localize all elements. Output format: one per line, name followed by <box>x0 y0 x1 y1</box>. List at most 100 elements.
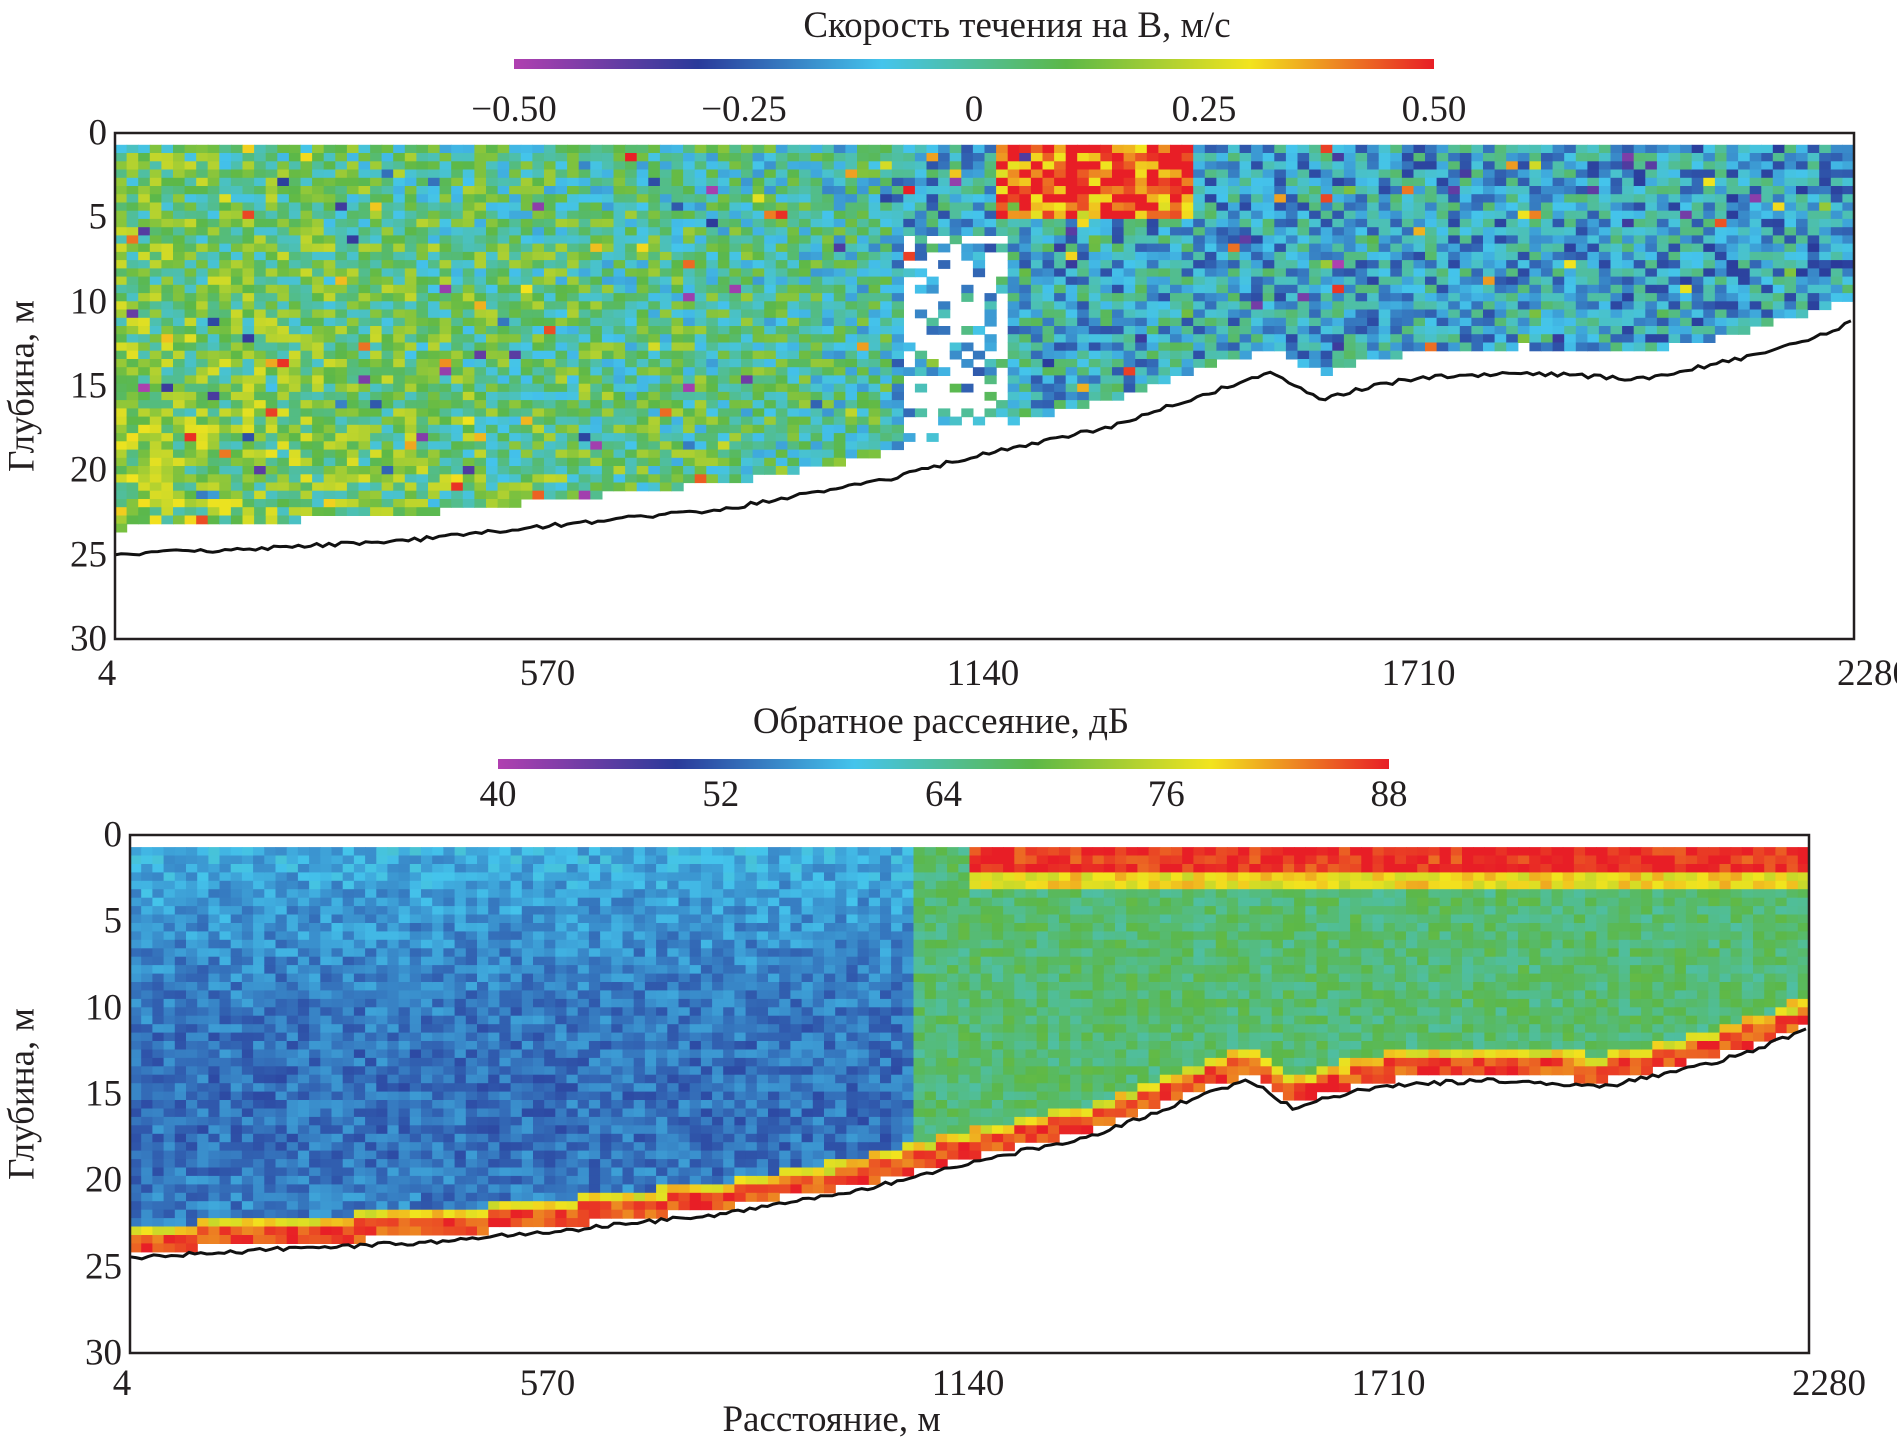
heatmap-cell <box>1042 309 1055 319</box>
heatmap-cell <box>219 482 232 492</box>
heatmap-cell <box>706 243 719 253</box>
heatmap-cell <box>532 309 545 319</box>
heatmap-cell <box>184 144 197 154</box>
heatmap-cell <box>1100 326 1113 335</box>
heatmap-cell <box>857 243 870 253</box>
heatmap-cell <box>416 375 429 385</box>
heatmap-cell <box>1030 375 1044 385</box>
heatmap-cell <box>1251 334 1264 343</box>
heatmap-cell <box>115 482 128 492</box>
heatmap-cell <box>207 227 220 236</box>
heatmap-cell <box>532 260 545 269</box>
heatmap-cell <box>520 276 533 286</box>
heatmap-cell <box>1042 227 1055 236</box>
heatmap-cell <box>230 144 244 154</box>
heatmap-cell <box>822 284 835 294</box>
heatmap-cell <box>230 210 244 220</box>
heatmap-cell <box>1703 202 1716 212</box>
heatmap-cell <box>578 334 591 343</box>
heatmap-cell <box>1633 186 1646 195</box>
heatmap-cell <box>1587 227 1600 236</box>
heatmap-cell <box>1123 153 1136 162</box>
heatmap-cell <box>1413 153 1426 162</box>
heatmap-cell <box>335 276 348 286</box>
heatmap-cell <box>115 161 128 171</box>
heatmap-cell <box>567 243 580 253</box>
heatmap-cell <box>1007 317 1020 327</box>
heatmap-cell <box>1343 342 1357 352</box>
heatmap-cell <box>1146 177 1159 187</box>
heatmap-cell <box>683 449 696 459</box>
heatmap-cell <box>288 375 302 385</box>
heatmap-cell <box>1517 334 1530 343</box>
heatmap-cell <box>1842 251 1855 261</box>
heatmap-cell <box>1552 334 1565 343</box>
heatmap-cell <box>312 350 325 360</box>
heatmap-cell <box>1401 301 1415 311</box>
heatmap-cell <box>717 433 731 442</box>
heatmap-cell <box>1506 235 1519 245</box>
heatmap-cell <box>891 334 904 343</box>
heatmap-cell <box>1772 284 1785 294</box>
heatmap-cell <box>625 433 638 442</box>
heatmap-cell <box>578 350 591 360</box>
heatmap-cell <box>1239 161 1252 171</box>
heatmap-cell <box>323 251 336 261</box>
heatmap-cell <box>416 367 429 376</box>
heatmap-cell <box>300 317 313 327</box>
heatmap-cell <box>1575 251 1588 261</box>
heatmap-cell <box>1239 284 1252 294</box>
heatmap-cell <box>509 317 522 327</box>
heatmap-cell <box>1506 153 1519 162</box>
heatmap-cell <box>868 416 881 426</box>
heatmap-cell <box>857 383 870 393</box>
heatmap-cell <box>741 441 754 451</box>
heatmap-cell <box>1170 194 1183 203</box>
heatmap-cell <box>254 359 267 368</box>
heatmap-cell <box>799 186 812 195</box>
heatmap-cell <box>1355 317 1368 327</box>
heatmap-cell <box>1042 268 1055 278</box>
heatmap-cell <box>1842 235 1855 245</box>
heatmap-cell <box>1100 276 1113 286</box>
heatmap-cell <box>1378 326 1391 335</box>
heatmap-cell <box>590 309 603 319</box>
heatmap-cell <box>300 466 313 475</box>
heatmap-cell <box>1738 227 1751 236</box>
heatmap-cell <box>126 441 139 451</box>
heatmap-cell <box>428 499 441 508</box>
heatmap-cell <box>567 293 580 302</box>
heatmap-cell <box>868 202 881 212</box>
heatmap-cell <box>717 268 731 278</box>
heatmap-cell <box>1193 276 1206 286</box>
heatmap-cell <box>207 515 220 525</box>
heatmap-cell <box>1297 334 1310 343</box>
heatmap-cell <box>787 375 800 385</box>
heatmap-cell <box>242 490 255 500</box>
heatmap-cell <box>1425 284 1438 294</box>
heatmap-cell <box>1309 276 1322 286</box>
heatmap-cell <box>752 433 765 442</box>
heatmap-cell <box>126 276 139 286</box>
heatmap-cell <box>1761 202 1774 212</box>
heatmap-cell <box>219 260 232 269</box>
heatmap-cell <box>393 367 406 376</box>
heatmap-cell <box>1135 367 1148 376</box>
heatmap-cell <box>1517 301 1530 311</box>
heatmap-cell <box>729 161 742 171</box>
heatmap-cell <box>149 161 162 171</box>
heatmap-cell <box>1645 235 1658 245</box>
heatmap-cell <box>1251 186 1264 195</box>
heatmap-cell <box>544 260 557 269</box>
heatmap-cell <box>1703 235 1716 245</box>
heatmap-cell <box>219 466 232 475</box>
heatmap-cell <box>1007 169 1020 179</box>
heatmap-cell <box>1633 284 1646 294</box>
heatmap-cell <box>242 260 255 269</box>
heatmap-cell <box>1007 293 1020 302</box>
heatmap-cell <box>1285 284 1299 294</box>
heatmap-cell <box>1622 194 1635 203</box>
heatmap-cell <box>787 202 800 212</box>
heatmap-cell <box>1216 251 1229 261</box>
